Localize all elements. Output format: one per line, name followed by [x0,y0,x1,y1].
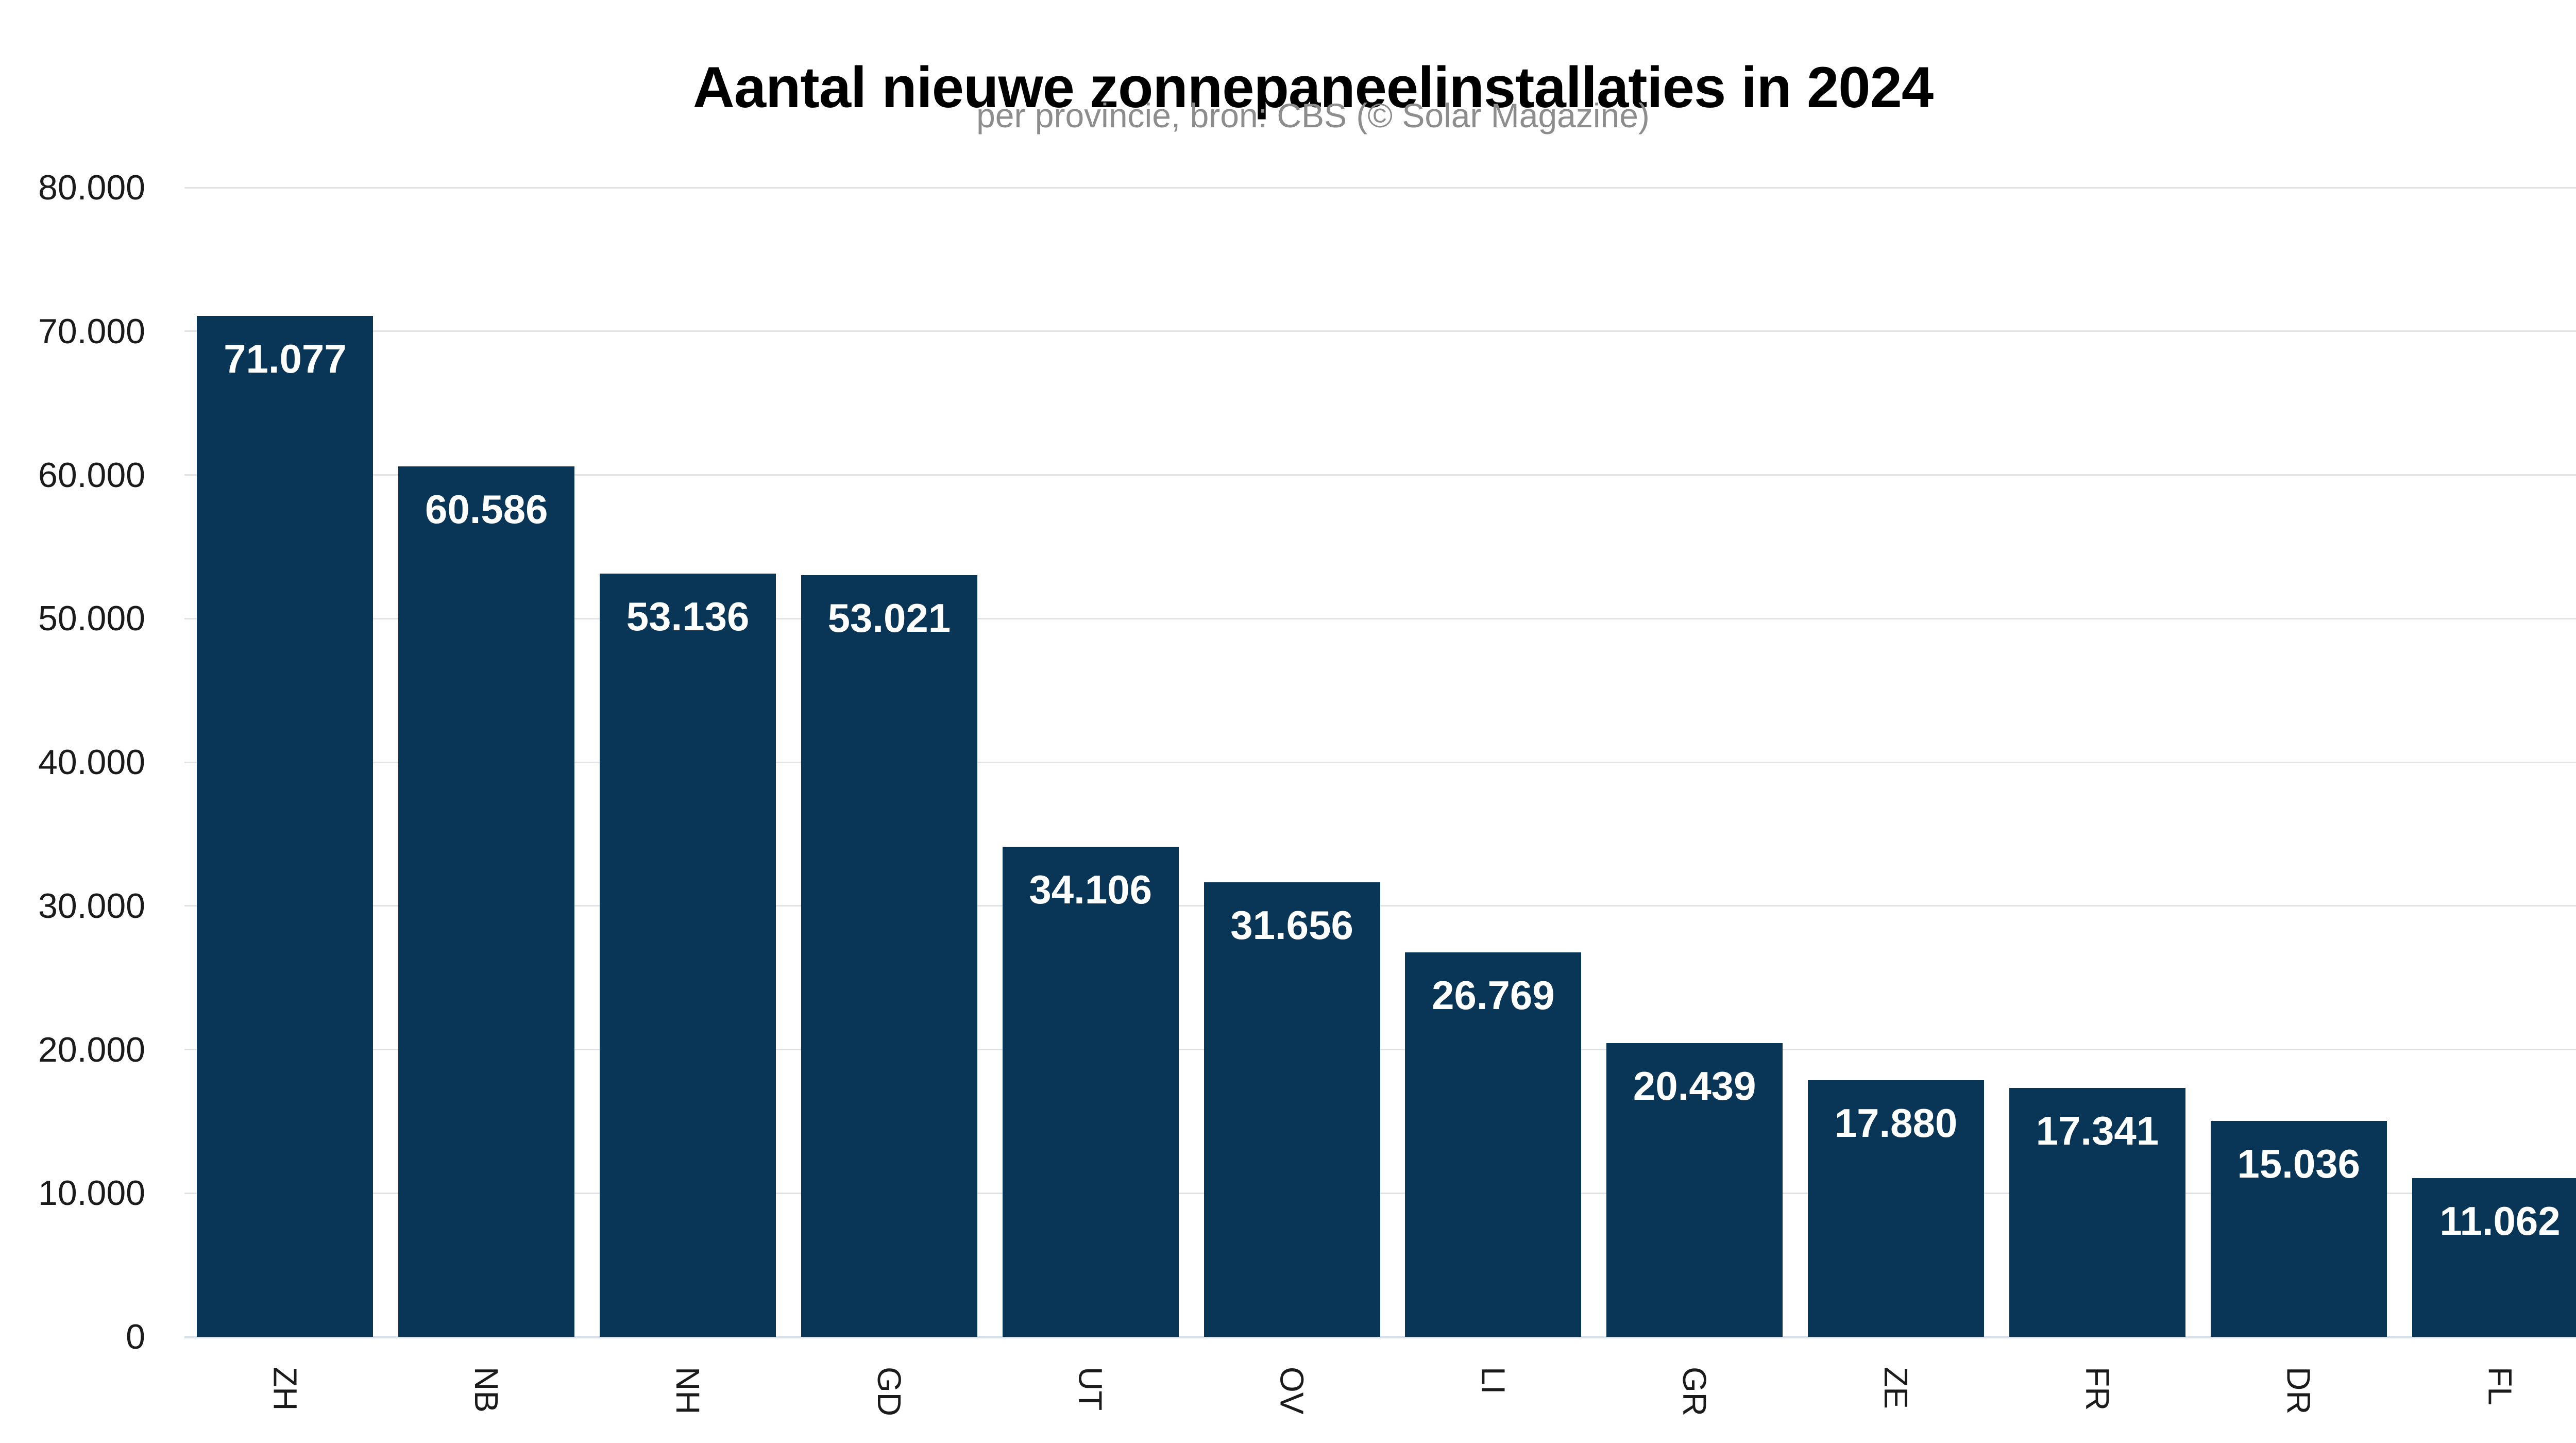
bar-DR: 15.036 [2210,1120,2387,1337]
x-axis-label-cell: LI [1393,1338,1594,1443]
bar-value-label: 60.586 [425,486,548,532]
x-axis-label-cell: NB [386,1338,587,1443]
bar-band: 31.656 [1191,188,1393,1337]
x-axis-label-cell: GD [788,1338,990,1443]
bar-band: 60.586 [386,188,587,1337]
gridline [184,474,2576,476]
y-axis-tick-label: 60.000 [38,455,145,495]
x-axis-label: OV [1273,1367,1311,1415]
x-axis-label-cell: OV [1191,1338,1393,1443]
x-axis-label-cell: DR [2198,1338,2399,1443]
bar-FR: 17.341 [2009,1087,2185,1337]
bar-GR: 20.439 [1606,1043,1783,1337]
y-axis-tick-label: 20.000 [38,1030,145,1069]
x-axis-label: FR [2078,1367,2116,1411]
plot-area: 71.077 60.586 53.136 53.021 34.106 31.656 26.7… [184,187,2576,1338]
bar-OV: 31.656 [1204,882,1380,1337]
gridline [184,187,2576,189]
x-axis-label-cell: ZE [1795,1338,1997,1443]
x-axis: ZH NB NH GD UT OV LI GR ZE FR DR FL [184,1338,2576,1443]
bar-value-label: 34.106 [1029,867,1152,913]
y-axis-tick-label: 50.000 [38,599,145,639]
bar-value-label: 31.656 [1230,902,1353,948]
x-axis-label-cell: UT [990,1338,1191,1443]
x-axis-label: UT [1072,1367,1109,1411]
bar-band: 11.062 [2399,188,2576,1337]
bar-value-label: 15.036 [2237,1140,2360,1186]
y-axis-tick-label: 10.000 [38,1173,145,1213]
y-axis-tick-label: 40.000 [38,743,145,782]
gridline [184,330,2576,332]
x-axis-label: NH [669,1367,707,1415]
bar-band: 53.021 [788,188,990,1337]
bar-value-label: 26.769 [1432,972,1555,1018]
bar-band: 17.880 [1795,188,1997,1337]
x-axis-label-cell: ZH [184,1338,386,1443]
bar-value-label: 71.077 [224,335,347,381]
y-axis-tick-label: 30.000 [38,886,145,926]
bar-value-label: 53.021 [827,595,951,641]
chart-title: Aantal nieuwe zonnepaneelinstallaties in… [692,55,1934,120]
gridline [184,761,2576,763]
bars-container: 71.077 60.586 53.136 53.021 34.106 31.656 26.7… [184,188,2576,1337]
x-axis-label: ZE [1877,1367,1915,1409]
bar-ZE: 17.880 [1808,1080,1985,1337]
y-axis-tick-label: 0 [126,1317,145,1356]
x-axis-label: ZH [266,1367,304,1411]
x-axis-baseline [184,1335,2576,1338]
x-axis-label-cell: NH [587,1338,789,1443]
x-axis-label: NB [468,1367,505,1413]
y-axis: 80.000 70.000 60.000 50.000 40.000 30.000 20.0… [0,168,145,1356]
chart-subtitle: per provincie, bron: CBS (© Solar Magazi… [976,96,1650,135]
x-axis-label: GD [870,1367,908,1416]
bar-NH: 53.136 [600,573,776,1337]
bar-band: 53.136 [587,188,789,1337]
bar-UT: 34.106 [1002,847,1179,1337]
bar-FL: 11.062 [2412,1178,2576,1337]
bar-ZH: 71.077 [197,315,374,1337]
x-axis-label-cell: FL [2399,1338,2576,1443]
x-axis-label: GR [1676,1367,1714,1416]
x-axis-label: DR [2280,1367,2317,1415]
bar-band: 20.439 [1594,188,1795,1337]
bar-band: 34.106 [990,188,1191,1337]
gridline [184,905,2576,907]
gridline [184,617,2576,619]
bar-GD: 53.021 [801,575,977,1337]
x-axis-label-cell: FR [1996,1338,2198,1443]
x-axis-label: LI [1475,1367,1512,1395]
x-axis-label-cell: GR [1594,1338,1795,1443]
bar-band: 26.769 [1393,188,1594,1337]
gridline [184,1192,2576,1194]
y-axis-tick-label: 70.000 [38,311,145,351]
bar-band: 17.341 [1996,188,2198,1337]
bar-band: 71.077 [184,188,386,1337]
y-axis-tick-label: 80.000 [38,168,145,207]
bar-value-label: 20.439 [1633,1063,1756,1109]
bar-NB: 60.586 [398,466,575,1337]
x-axis-label: FL [2481,1367,2519,1405]
bar-LI: 26.769 [1405,952,1582,1337]
bar-value-label: 11.062 [2439,1198,2561,1244]
gridline [184,1049,2576,1050]
bar-band: 15.036 [2198,188,2399,1337]
bar-value-label: 17.880 [1834,1100,1958,1146]
bar-value-label: 53.136 [626,593,750,639]
bar-value-label: 17.341 [2036,1108,2159,1153]
